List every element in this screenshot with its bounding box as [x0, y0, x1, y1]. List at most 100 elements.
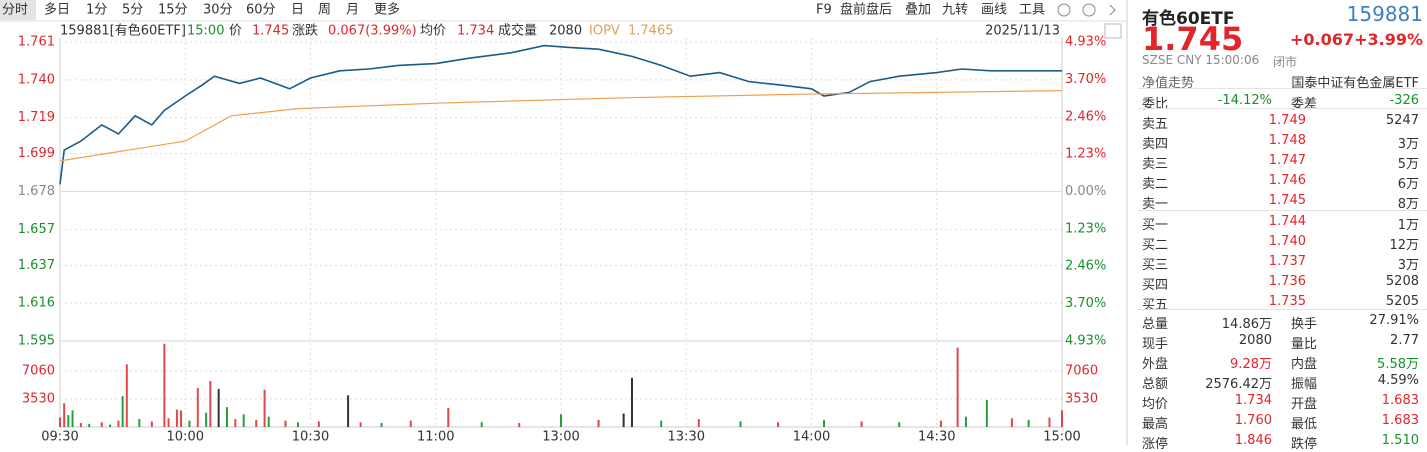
- book-price: 1.747: [1268, 153, 1306, 168]
- book-label: 买一: [1142, 218, 1169, 233]
- volume-label: 成交量: [498, 23, 537, 39]
- stat-label: 开盘: [1291, 397, 1318, 412]
- stat-label: 最低: [1291, 417, 1318, 432]
- period-tab[interactable]: 多日: [44, 2, 70, 18]
- toolbar-icons: [1057, 3, 1116, 17]
- stat-label: 总额: [1142, 377, 1169, 392]
- y2-tick-label: 3.70%: [1065, 72, 1106, 87]
- tool-button[interactable]: 盘前盘后: [840, 2, 892, 18]
- stat-value: 2.77: [1390, 333, 1419, 348]
- volume-tick-label-right: 7060: [1065, 364, 1098, 379]
- x-tick-label: 10:00: [167, 430, 204, 445]
- book-price: 1.749: [1268, 113, 1306, 128]
- volume-bar: [823, 419, 826, 427]
- diff-label: 委差: [1291, 97, 1318, 112]
- avg-label: 均价: [420, 24, 446, 39]
- change-label: 涨跌: [292, 23, 318, 39]
- volume-bar: [79, 423, 82, 427]
- volume-bar: [480, 422, 483, 427]
- volume-bar: [956, 347, 959, 427]
- volume-bar: [1048, 417, 1051, 427]
- panel-separator: [1138, 210, 1427, 211]
- wp-icon[interactable]: [1104, 23, 1122, 39]
- book-price: 1.736: [1268, 274, 1306, 289]
- period-tab[interactable]: 60分: [246, 3, 276, 18]
- price-label: 价: [229, 24, 242, 39]
- book-price: 1.740: [1268, 234, 1306, 249]
- x-tick-label: 15:00: [1043, 430, 1080, 445]
- book-price: 1.735: [1268, 294, 1306, 309]
- stat-label: 量比: [1291, 337, 1318, 352]
- stat-value: 27.91%: [1369, 313, 1419, 328]
- settings-icon[interactable]: [1057, 3, 1071, 17]
- volume-bar: [409, 420, 412, 427]
- period-tab[interactable]: 周: [318, 3, 331, 18]
- period-tab[interactable]: 30分: [203, 3, 233, 18]
- volume-bar: [163, 343, 166, 427]
- stat-label: 均价: [1142, 397, 1169, 412]
- tool-button[interactable]: 九转: [942, 3, 968, 18]
- stat-label: 振幅: [1291, 377, 1318, 392]
- iopv: 1.7465: [628, 24, 674, 39]
- book-volume: 6万: [1397, 177, 1419, 192]
- date: 2025/11/13: [985, 24, 1060, 39]
- book-price: 1.744: [1268, 214, 1306, 229]
- help-icon[interactable]: [1082, 3, 1096, 17]
- volume-bar: [188, 420, 191, 427]
- volume-bar: [180, 410, 183, 427]
- y-tick-label: 1.657: [18, 222, 55, 237]
- period-tab[interactable]: 更多: [374, 2, 400, 18]
- quote-panel: 有色60ETF 159881 1.745 +0.067 +3.99% SZSE CNY 1…: [1138, 0, 1427, 452]
- period-tab[interactable]: 5分: [122, 3, 143, 18]
- symbol: 159881[有色60ETF]: [60, 23, 186, 39]
- iopv-label: IOPV: [589, 24, 620, 39]
- volume-bar: [138, 419, 141, 427]
- volume-bar: [777, 422, 780, 427]
- book-label: 卖二: [1142, 177, 1169, 192]
- volume-tick-label: 7060: [22, 364, 55, 379]
- nav-link: 净值走势: [1142, 76, 1195, 91]
- tool-button[interactable]: 工具: [1019, 3, 1045, 18]
- avg: 1.734: [457, 24, 494, 39]
- stat-value: 9.28万: [1230, 357, 1272, 372]
- y-tick-label: 1.761: [18, 35, 55, 50]
- volume-bar: [630, 377, 633, 427]
- book-label: 卖三: [1142, 157, 1169, 172]
- period-tab[interactable]: 分时: [2, 3, 28, 18]
- book-volume: 5万: [1397, 157, 1419, 172]
- volume-bar: [71, 410, 74, 427]
- tool-button[interactable]: 画线: [981, 3, 1007, 18]
- book-label: 卖四: [1142, 137, 1169, 152]
- y2-tick-label: 1.23%: [1065, 147, 1106, 162]
- period-tab[interactable]: 日: [291, 3, 304, 18]
- volume-bar: [359, 422, 362, 427]
- volume-bar: [100, 422, 103, 427]
- book-label: 卖一: [1142, 197, 1169, 212]
- volume-bar: [150, 421, 153, 427]
- stat-label: 现手: [1142, 337, 1169, 352]
- volume-bar: [1061, 410, 1063, 427]
- period-tab[interactable]: 月: [346, 3, 359, 18]
- y-tick-label: 1.719: [18, 110, 55, 125]
- stat-label: 内盘: [1291, 357, 1318, 372]
- fund-short-name: 有色60ETF: [1142, 9, 1235, 29]
- change: +0.067: [1290, 30, 1355, 49]
- period-tab[interactable]: 15分: [158, 3, 188, 18]
- volume-bar: [217, 388, 220, 427]
- tool-button[interactable]: F9: [816, 3, 832, 18]
- stat-value: 4.59%: [1377, 373, 1419, 388]
- period-tab[interactable]: 1分: [86, 3, 107, 18]
- volume-bar: [67, 415, 70, 427]
- active-tab-bg: [0, 0, 36, 20]
- next-icon[interactable]: [1109, 4, 1116, 16]
- volume-bar: [209, 380, 212, 427]
- volume-bar: [622, 413, 625, 427]
- volume-bar: [985, 400, 988, 427]
- y-tick-label: 1.678: [18, 184, 55, 199]
- volume-bar: [317, 421, 320, 427]
- book-label: 买二: [1142, 238, 1169, 253]
- stat-value: 1.683: [1381, 393, 1419, 408]
- volume-bar: [59, 417, 61, 427]
- tool-button[interactable]: 叠加: [905, 3, 931, 18]
